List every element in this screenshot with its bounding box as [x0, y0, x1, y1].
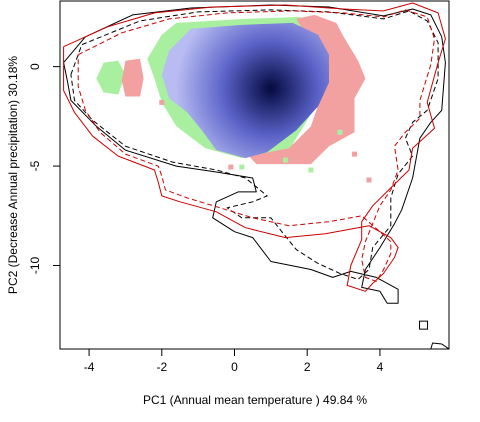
green-region-small [96, 60, 126, 95]
outline-red-solid [63, 2, 446, 292]
stray-point [239, 164, 245, 170]
x-axis: -4 -2 0 2 4 [84, 348, 384, 374]
red-region [249, 14, 366, 165]
x-tick-label: 0 [231, 360, 238, 374]
niche-regions [96, 14, 366, 165]
y-axis: 0 -5 -10 [28, 63, 61, 274]
outline-red-dashed [77, 9, 435, 282]
x-axis-label: PC1 (Annual mean temperature ) 49.84 % [143, 393, 367, 407]
stray-point [282, 157, 288, 163]
square-marker [419, 320, 429, 330]
x-tick-label: -2 [156, 360, 167, 374]
stray-point [366, 177, 372, 183]
x-tick-label: 2 [304, 360, 311, 374]
stray-point [308, 167, 314, 173]
outline-black-dashed [70, 9, 439, 280]
x-tick-label: -4 [84, 360, 95, 374]
x-tick-label: 4 [377, 360, 384, 374]
corner-hook [430, 342, 449, 349]
y-tick-label: -5 [28, 160, 42, 171]
y-axis-label: PC2 (Decrease Annual precipitation) 30.1… [6, 56, 20, 294]
y-tick-label: -10 [28, 256, 42, 274]
stray-point [228, 164, 234, 170]
outline-black-solid [63, 4, 446, 304]
extra-marks [159, 99, 470, 349]
stray-point [465, 177, 470, 182]
stray-point [159, 99, 165, 105]
y-tick-label: 0 [28, 63, 42, 70]
red-region-small [121, 58, 144, 97]
stray-point [337, 129, 343, 135]
blue-density-region [161, 22, 329, 159]
stray-point [351, 151, 357, 157]
environment-outlines [63, 2, 446, 304]
